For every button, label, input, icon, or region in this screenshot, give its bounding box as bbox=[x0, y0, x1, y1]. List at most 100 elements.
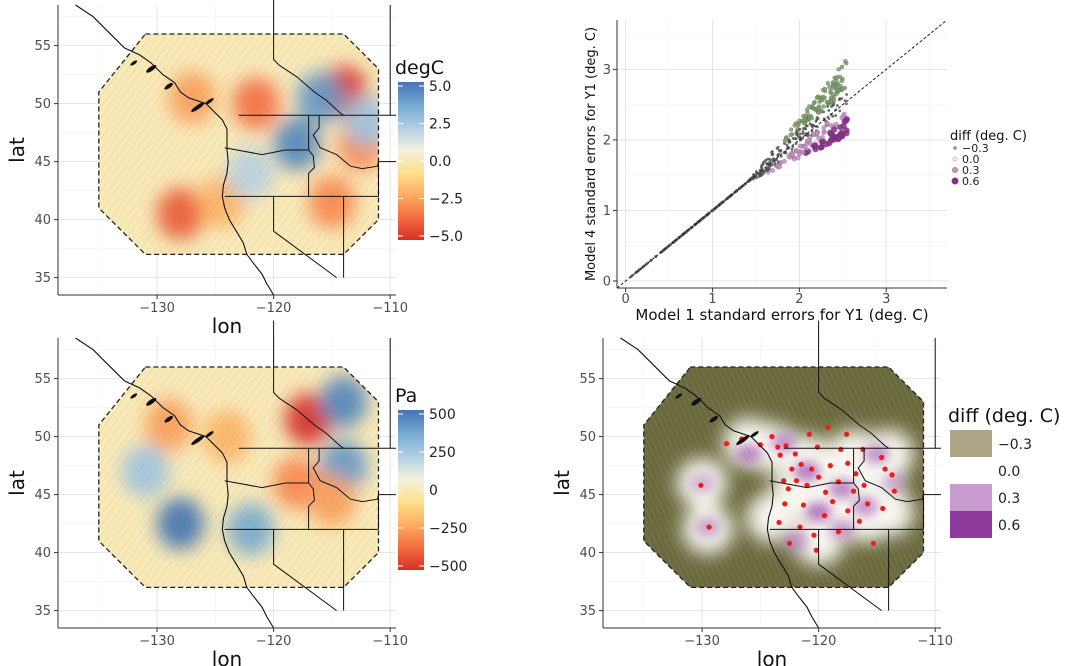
x-tick-label: −110 bbox=[372, 634, 408, 649]
field-layer bbox=[98, 367, 379, 588]
x-axis-title: lon bbox=[212, 647, 242, 666]
state-border bbox=[273, 529, 337, 612]
x-tick-label: −110 bbox=[917, 634, 953, 649]
colorbar-label: −5.0 bbox=[429, 229, 463, 245]
observation-point bbox=[823, 489, 829, 495]
legend-key bbox=[950, 511, 992, 538]
scatter-point bbox=[815, 106, 821, 111]
scatter-point bbox=[820, 94, 826, 100]
scatter-point bbox=[750, 176, 754, 180]
y-tick-label: 40 bbox=[34, 213, 51, 228]
scatter-point bbox=[837, 124, 844, 131]
scatter-point bbox=[776, 160, 780, 164]
y-tick-label: 45 bbox=[579, 488, 596, 503]
scatter-point bbox=[777, 152, 781, 156]
scatter-point bbox=[810, 142, 818, 150]
island bbox=[205, 98, 214, 105]
observation-point bbox=[769, 434, 775, 440]
y-axis-title: lat bbox=[550, 470, 574, 496]
state-border bbox=[224, 480, 309, 489]
scatter-point bbox=[766, 169, 769, 173]
observation-point bbox=[856, 518, 863, 524]
scatter-point bbox=[797, 151, 802, 157]
y-tick-label: 40 bbox=[579, 546, 596, 561]
scatter-point bbox=[832, 97, 837, 103]
scatter-point bbox=[789, 127, 794, 132]
island bbox=[164, 415, 173, 423]
scatter-point bbox=[788, 132, 793, 138]
y-axis-title: Model 4 standard errors for Y1 (deg. C) bbox=[584, 27, 599, 281]
x-tick-label: 1 bbox=[708, 292, 716, 307]
legend-title: diff (deg. C) bbox=[950, 129, 1027, 144]
scatter-point bbox=[821, 125, 827, 131]
colorbar-label: 0.0 bbox=[429, 154, 451, 170]
observation-point bbox=[816, 474, 822, 480]
difference-map-panel: −130 −120 −110 35 40 45 50 55 lon lat diff (deg. C… bbox=[550, 320, 1060, 666]
state-border bbox=[818, 529, 882, 612]
observation-point bbox=[723, 440, 730, 447]
scatter-point bbox=[798, 132, 802, 136]
y-axis-title: lat bbox=[5, 137, 29, 163]
y-tick-label: 1 bbox=[603, 204, 611, 219]
observation-point bbox=[835, 479, 842, 485]
scatter-point bbox=[800, 149, 806, 155]
observation-point bbox=[782, 501, 788, 507]
observation-point bbox=[843, 431, 850, 437]
scatter-point bbox=[765, 162, 769, 166]
island bbox=[750, 431, 759, 438]
legend-key bbox=[952, 156, 958, 162]
scatter-point bbox=[838, 132, 845, 139]
observation-point bbox=[814, 444, 821, 450]
observation-point bbox=[853, 471, 859, 477]
y-tick-label: 35 bbox=[579, 604, 596, 619]
state-border bbox=[853, 448, 860, 530]
x-axis-title: Model 1 standard errors for Y1 (deg. C) bbox=[635, 306, 928, 324]
observation-point bbox=[878, 454, 885, 461]
observation-point bbox=[838, 446, 844, 452]
observation-point bbox=[698, 482, 704, 488]
legend-title: Pa bbox=[395, 385, 417, 407]
scatter-point bbox=[817, 144, 824, 151]
scatter-point bbox=[759, 165, 763, 169]
island bbox=[146, 397, 157, 406]
legend-label: 0.3 bbox=[998, 491, 1020, 507]
observation-point bbox=[821, 512, 828, 519]
legend-label: −0.3 bbox=[962, 142, 989, 155]
mesh-texture bbox=[98, 367, 379, 588]
observation-point bbox=[830, 498, 836, 505]
observation-point bbox=[870, 540, 877, 546]
legend-label: −0.3 bbox=[998, 437, 1032, 453]
island bbox=[164, 82, 173, 90]
legend-key bbox=[951, 177, 959, 185]
legend-title: degC bbox=[395, 57, 444, 79]
state-border bbox=[818, 338, 889, 449]
scatter-point bbox=[840, 87, 845, 92]
x-tick-label: −130 bbox=[139, 634, 175, 649]
scatter-point bbox=[791, 136, 795, 140]
scatter-point bbox=[844, 102, 848, 106]
observation-point bbox=[809, 466, 815, 472]
observation-point bbox=[860, 446, 866, 452]
x-axis-title: lon bbox=[757, 647, 787, 666]
observation-point bbox=[882, 466, 888, 472]
scatter-point bbox=[843, 59, 848, 64]
scatter-point bbox=[802, 117, 807, 123]
y-tick-label: 45 bbox=[34, 155, 51, 170]
scatter-point bbox=[759, 172, 763, 176]
observation-point bbox=[813, 547, 819, 553]
state-border bbox=[273, 196, 337, 279]
observation-point bbox=[806, 431, 812, 437]
scatter-point bbox=[801, 130, 805, 134]
scatter-point bbox=[831, 114, 835, 118]
scatter-point bbox=[826, 104, 830, 108]
scatter-point bbox=[811, 100, 817, 106]
scatter-point bbox=[795, 132, 799, 136]
scatter-point bbox=[783, 136, 789, 141]
scatter-point bbox=[810, 125, 814, 128]
scatter-point bbox=[805, 124, 809, 128]
coastline bbox=[75, 337, 275, 629]
observation-point bbox=[811, 532, 817, 538]
scatter-point bbox=[833, 121, 839, 127]
observation-point bbox=[797, 524, 803, 530]
scatter-point bbox=[805, 107, 810, 112]
